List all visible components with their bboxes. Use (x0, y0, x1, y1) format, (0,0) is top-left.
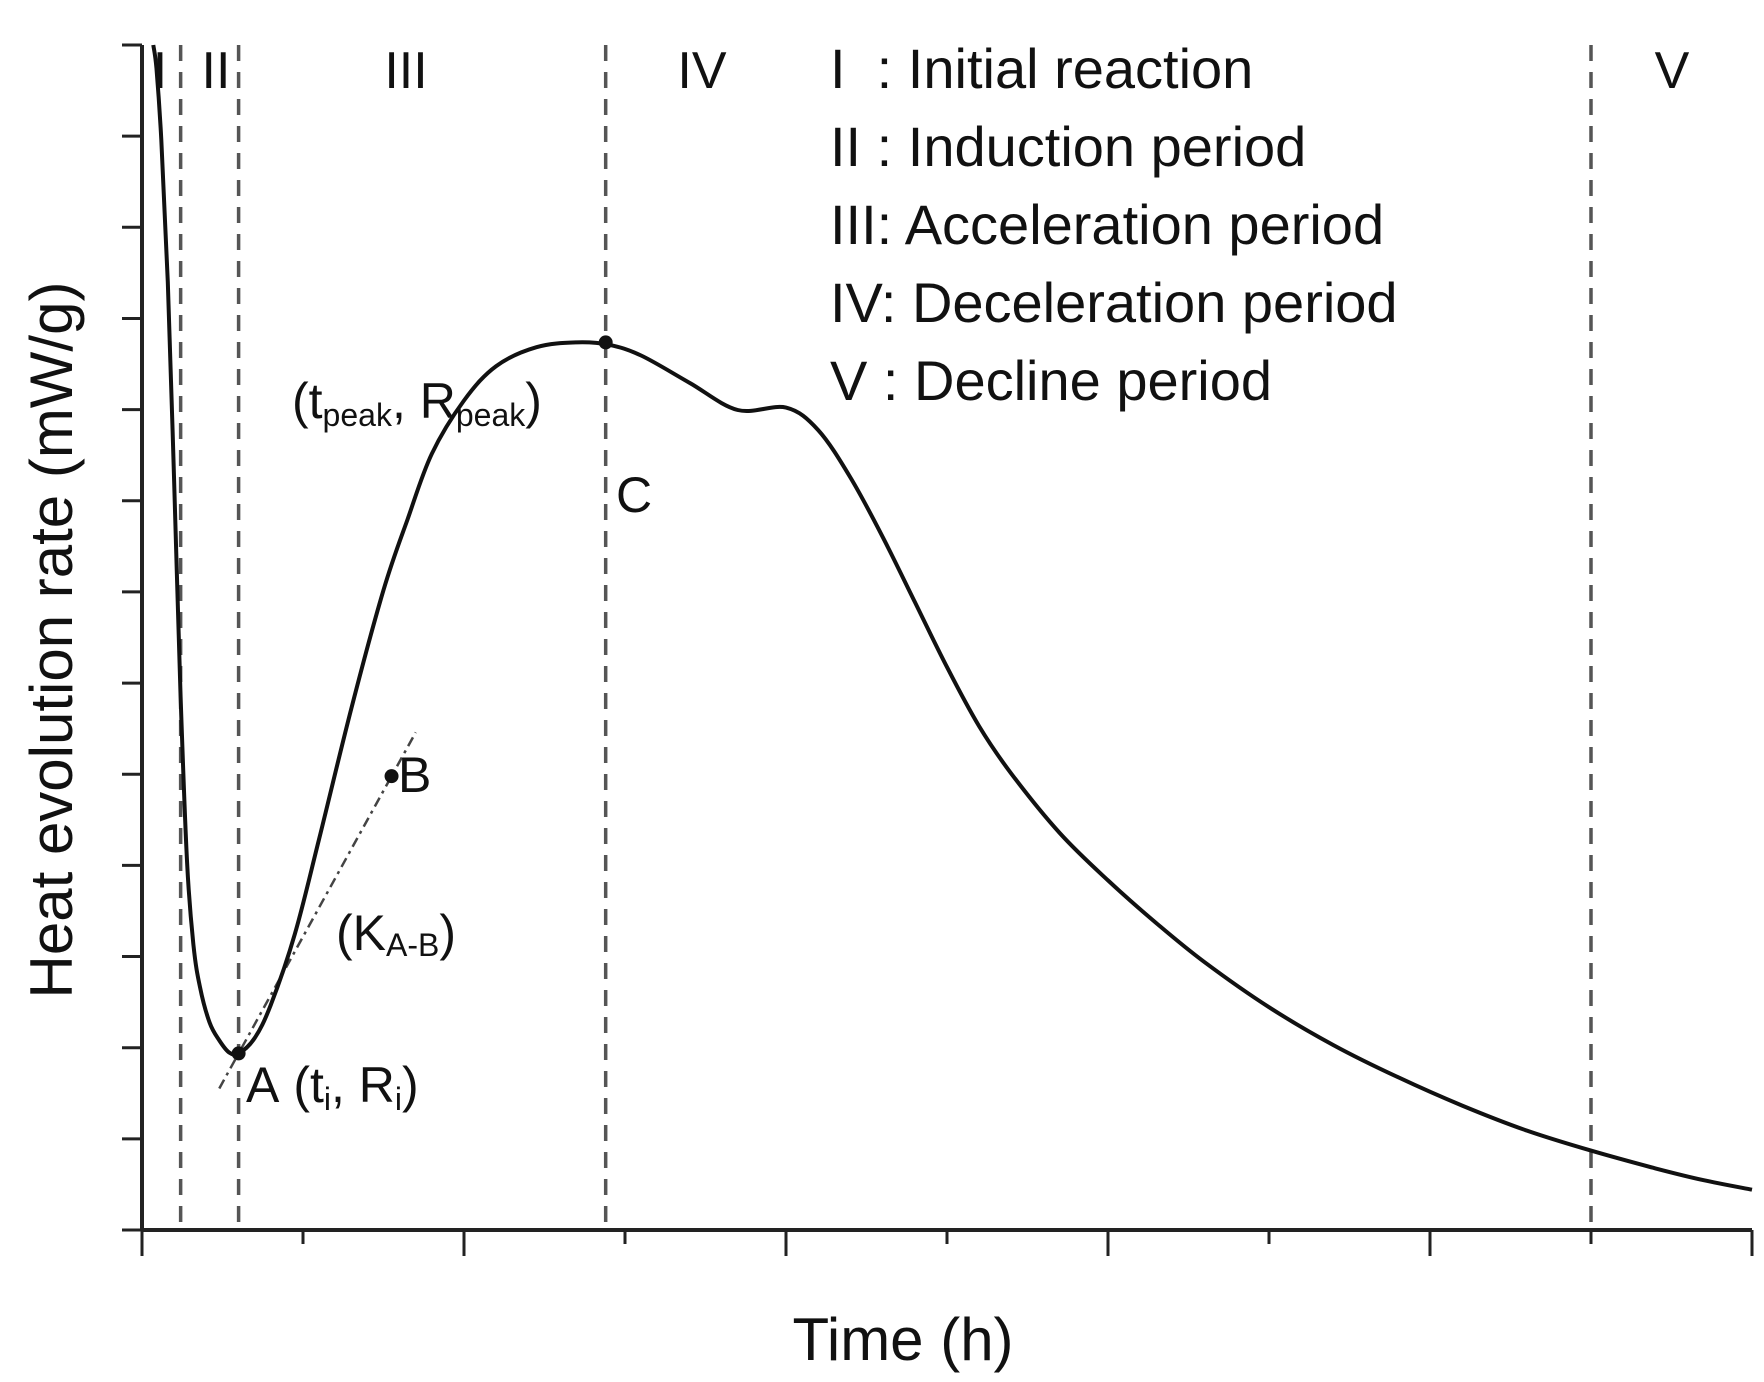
slope-tangent-line (218, 731, 417, 1090)
point-b-label: B (398, 747, 431, 803)
phase-label-ii: II (202, 42, 231, 100)
phase-dividers (178, 45, 1593, 1230)
heat-evolution-curve (151, 44, 1753, 1192)
axis-ticks (122, 43, 1754, 1256)
point-markers (231, 335, 613, 1061)
phase-label-v: V (1655, 42, 1690, 100)
legend-item-deceleration: IV: Deceleration period (830, 271, 1398, 334)
x-axis-title: Time (h) (792, 1306, 1013, 1373)
legend-item-decline: V : Decline period (830, 349, 1272, 412)
tangent-a-b-line (218, 731, 417, 1090)
y-axis-title: Heat evolution rate (mW/g) (18, 282, 85, 999)
point-a-marker (231, 1046, 246, 1061)
legend-item-initial: I : Initial reaction (830, 37, 1253, 100)
phase-labels: I II III IV V (153, 42, 1690, 100)
slope-label: (KA-B) (336, 905, 456, 963)
point-c-label: C (616, 467, 652, 523)
point-annotations: (tpeak, Rpeak) C B (KA-B) A (ti, Ri) (246, 373, 652, 1117)
point-b-marker (384, 769, 399, 784)
legend-item-induction: II : Induction period (830, 115, 1306, 178)
phase-label-iii: III (384, 42, 427, 100)
phase-legend: I : Initial reaction II : Induction peri… (830, 37, 1398, 412)
legend-item-acceleration: III: Acceleration period (830, 193, 1384, 256)
point-c-coordinates: (tpeak, Rpeak) (292, 373, 542, 433)
point-a-label: A (ti, Ri) (246, 1057, 419, 1117)
phase-label-i: I (153, 42, 167, 100)
axes (140, 45, 1752, 1232)
phase-label-iv: IV (677, 42, 726, 100)
point-c-marker (598, 335, 613, 350)
